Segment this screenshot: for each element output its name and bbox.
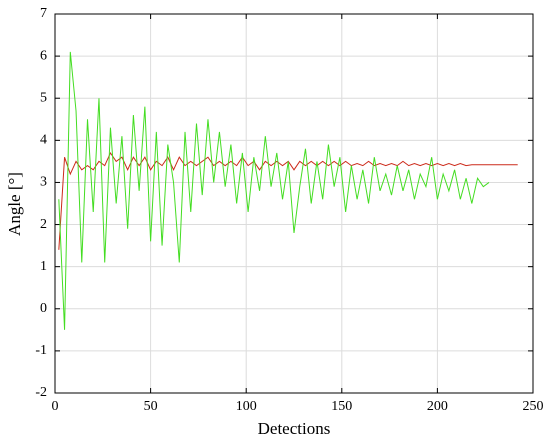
y-tick-label: 6 [40,48,47,63]
y-tick-label: 1 [40,259,47,274]
x-tick-label: 50 [144,399,158,414]
y-tick-label: -2 [35,385,47,400]
plot-frame [54,13,534,394]
x-tick-label: 150 [331,399,352,414]
y-axis-label: Angle [°] [5,172,24,236]
y-tick-label: 2 [40,217,47,232]
data-line [58,51,490,330]
y-tick-label: -1 [35,343,47,358]
y-tick-label: 0 [40,301,47,316]
x-tick-label: 250 [523,399,544,414]
y-tick-label: 5 [40,90,47,105]
y-tick-label: 3 [40,175,47,190]
x-tick-label: 200 [427,399,448,414]
x-tick-label: 100 [236,399,257,414]
x-axis-label: Detections [258,419,331,438]
y-tick-label: 7 [40,6,47,21]
x-tick-label: 0 [52,399,59,414]
y-tick-label: 4 [40,133,47,148]
